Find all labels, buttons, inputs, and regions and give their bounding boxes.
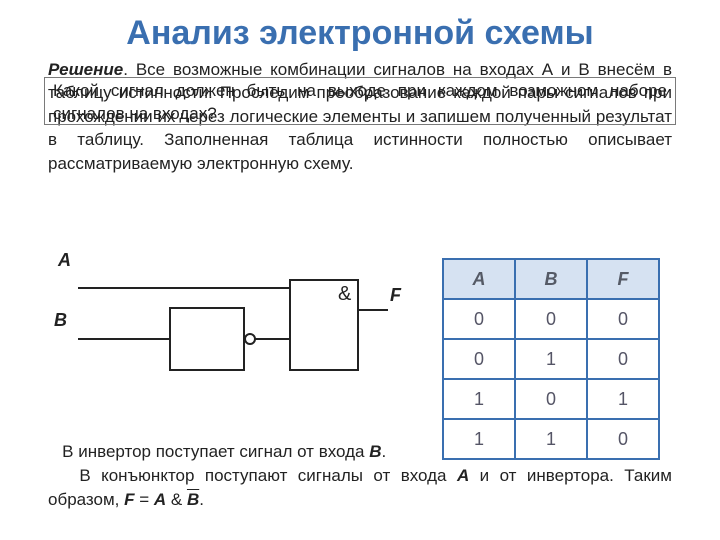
slide: Анализ электронной схемы Решение. Все во…: [0, 0, 720, 540]
table-row: 0 0 0: [443, 299, 659, 339]
circuit-diagram: &: [78, 260, 388, 400]
circuit-label-b: B: [54, 310, 67, 331]
col-header: F: [587, 259, 659, 299]
and-symbol: &: [338, 283, 352, 305]
slide-title: Анализ электронной схемы: [0, 14, 720, 53]
col-header: B: [515, 259, 587, 299]
col-header: A: [443, 259, 515, 299]
truth-table: A B F 0 0 0 0 1 0 1 0 1 1 1 0: [442, 258, 660, 460]
circuit-label-a: A: [58, 250, 71, 271]
table-row: 1 0 1: [443, 379, 659, 419]
table-row: A B F: [443, 259, 659, 299]
explanation-text: В инвертор поступает сигнал от входа В. …: [48, 440, 672, 511]
table-row: 0 1 0: [443, 339, 659, 379]
question-overlay: Какой сигнал должен быть на выходе при к…: [44, 77, 676, 125]
circuit-label-f: F: [390, 285, 401, 306]
